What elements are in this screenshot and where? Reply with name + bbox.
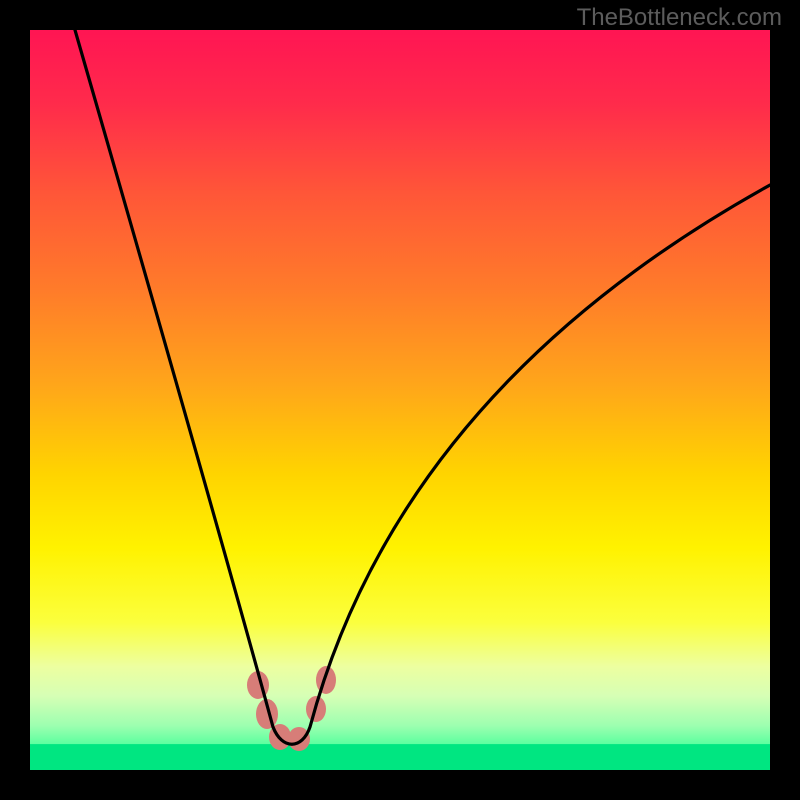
chart-svg (30, 30, 770, 770)
chart-background (30, 30, 770, 770)
trough-marker (288, 727, 310, 751)
chart-plot-area (30, 30, 770, 770)
green-baseline-band (30, 744, 770, 770)
watermark-label: TheBottleneck.com (577, 4, 782, 32)
